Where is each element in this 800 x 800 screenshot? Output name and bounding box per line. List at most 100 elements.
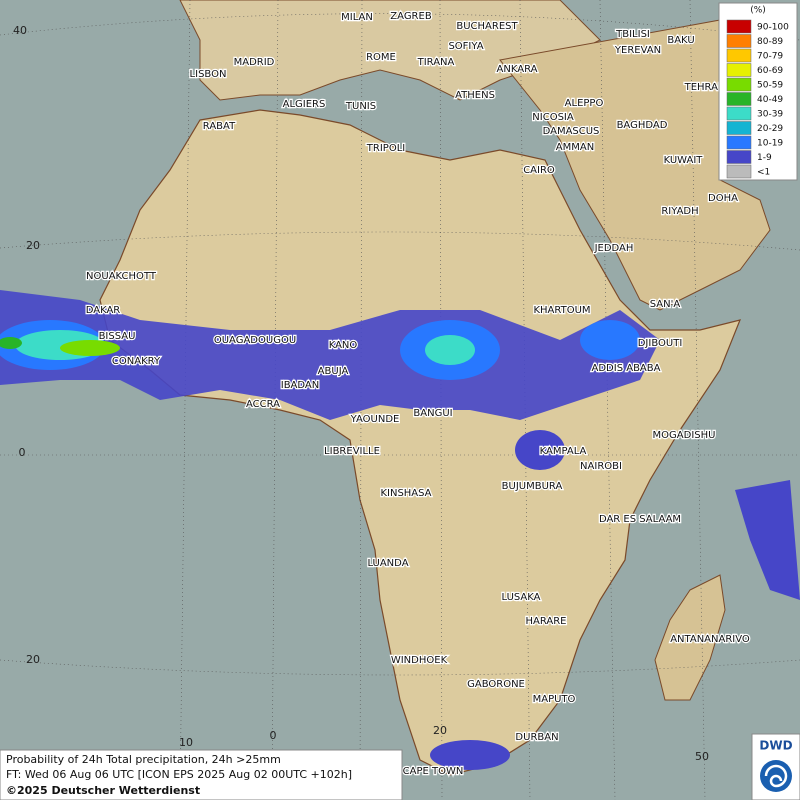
- grid-label: 20: [26, 239, 40, 252]
- city-label: LIBREVILLE: [324, 446, 380, 457]
- forecast-time: FT: Wed 06 Aug 06 UTC [ICON EPS 2025 Aug…: [6, 768, 352, 781]
- grid-label: 10: [179, 736, 193, 749]
- grid-labels: 40 20 0 20 10 0 20 50: [13, 24, 709, 763]
- product-title: Probability of 24h Total precipitation, …: [6, 753, 281, 766]
- legend-swatch: [726, 164, 752, 179]
- city-label: DOHA: [708, 193, 738, 204]
- city-label: YAOUNDE: [350, 414, 400, 425]
- city-label: SOFIYA: [448, 41, 483, 52]
- legend-swatch: [726, 150, 752, 164]
- legend-label: 50-59: [757, 81, 783, 91]
- legend-swatch: [726, 48, 752, 63]
- city-label: BUCHAREST: [456, 21, 518, 32]
- grid-label: 40: [13, 24, 27, 37]
- legend-swatch: [726, 34, 752, 48]
- legend-label: 40-49: [757, 95, 783, 105]
- info-box: [0, 749, 403, 800]
- city-label: NAIROBI: [580, 461, 622, 472]
- city-label: NOUAKCHOTT: [86, 271, 157, 282]
- logo-swirl: [764, 764, 788, 788]
- legend-swatch: [726, 92, 752, 106]
- city-label: WINDHOEK: [391, 655, 448, 666]
- legend-swatch: [726, 63, 752, 77]
- legend-swatch: [726, 121, 752, 135]
- city-label: ALEPPO: [565, 98, 604, 109]
- city-label: ALGIERS: [283, 99, 326, 110]
- arabia: [499, 19, 771, 311]
- city-label: RABAT: [203, 121, 236, 132]
- city-label: BAKU: [667, 35, 694, 46]
- city-label: ANTANANARIVO: [670, 634, 750, 645]
- city-label: MOGADISHU: [653, 430, 716, 441]
- city-label: KUWAIT: [664, 155, 704, 166]
- city-label: MADRID: [234, 57, 275, 68]
- legend-swatch: [726, 106, 752, 121]
- city-label: BUJUMBURA: [502, 481, 563, 492]
- grid-label: 20: [433, 724, 447, 737]
- city-label: CONAKRY: [112, 356, 161, 367]
- legend-label: 70-79: [757, 52, 783, 62]
- legend: (%) 90-100 80-89 70-79 60-69 50-59 40-49 30-39…: [718, 2, 798, 181]
- city-label: DAR ES SALAAM: [599, 514, 681, 525]
- city-label: TUNIS: [345, 101, 376, 112]
- city-label: KHARTOUM: [533, 305, 590, 316]
- legend-label: <1: [757, 168, 770, 178]
- grid-label: 20: [26, 653, 40, 666]
- madagascar: [654, 574, 726, 701]
- city-label: MILAN: [341, 12, 373, 23]
- cities: MILAN ZAGREB BUCHAREST TBILISI BAKU MADRID ROM…: [84, 10, 751, 779]
- precipitation: [0, 290, 800, 770]
- city-label: CAIRO: [523, 165, 555, 176]
- city-label: TBILISI: [615, 29, 650, 40]
- city-label: LUSAKA: [502, 592, 541, 603]
- city-label: DAMASCUS: [543, 126, 600, 137]
- city-label: RIYADH: [661, 206, 698, 217]
- city-label: KINSHASA: [380, 488, 431, 499]
- city-label: DAKAR: [86, 305, 121, 316]
- city-label: DJIBOUTI: [638, 338, 683, 349]
- city-label: NICOSIA: [532, 112, 574, 123]
- city-label: ANKARA: [497, 64, 538, 75]
- city-label: ZAGREB: [390, 11, 432, 22]
- city-label: ACCRA: [246, 399, 280, 410]
- legend-swatch: [726, 19, 752, 34]
- legend-swatch: [726, 77, 752, 92]
- logo: DWD: [759, 739, 792, 753]
- city-label: ATHENS: [455, 90, 495, 101]
- city-label: ABUJA: [318, 366, 349, 377]
- city-label: ADDIS ABABA: [592, 363, 661, 374]
- legend-label: 30-39: [757, 110, 783, 120]
- legend-title: (%): [750, 6, 766, 16]
- legend-label: 80-89: [757, 37, 783, 47]
- city-label: BISSAU: [99, 331, 136, 342]
- city-label: KAMPALA: [540, 446, 587, 457]
- city-label: IBADAN: [281, 380, 320, 391]
- legend-label: 10-19: [757, 139, 783, 149]
- city-label: LUANDA: [367, 558, 408, 569]
- city-label: ROME: [366, 52, 396, 63]
- city-label: TRIPOLI: [366, 143, 405, 154]
- copyright: ©2025 Deutscher Wetterdienst: [6, 784, 200, 797]
- city-label: BANGUI: [413, 408, 452, 419]
- legend-label: 20-29: [757, 124, 783, 134]
- city-label: TEHRAN: [684, 82, 726, 93]
- city-label: AMMAN: [556, 142, 594, 153]
- city-label: DURBAN: [515, 732, 558, 743]
- city-label: BAGHDAD: [617, 120, 668, 131]
- legend-swatch: [726, 135, 752, 150]
- grid-label: 0: [270, 729, 277, 742]
- grid-label: 0: [19, 446, 26, 459]
- city-label: JEDDAH: [594, 243, 634, 254]
- city-label: GABORONE: [467, 679, 525, 690]
- city-label: LISBON: [190, 69, 227, 80]
- city-label: SAN'A: [650, 299, 681, 310]
- city-label: YEREVAN: [614, 45, 661, 56]
- legend-label: 90-100: [757, 23, 789, 33]
- city-label: HARARE: [525, 616, 566, 627]
- legend-label: 60-69: [757, 66, 783, 76]
- city-label: MAPUTO: [533, 694, 576, 705]
- legend-label: 1-9: [757, 153, 772, 163]
- city-label: TIRANA: [417, 57, 455, 68]
- city-label: CAPE TOWN: [403, 766, 464, 777]
